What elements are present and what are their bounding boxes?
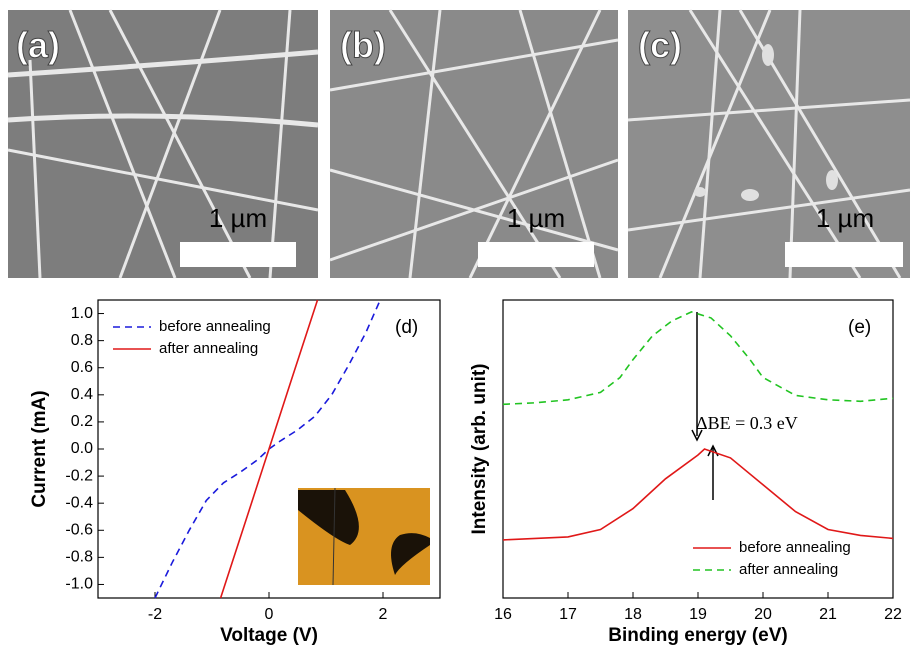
legend-label: after annealing	[159, 340, 258, 357]
x-tick-label: 21	[819, 606, 837, 623]
y-tick-label: 0.2	[71, 413, 93, 430]
annotation: ΔBE = 0.3 eV	[696, 413, 798, 433]
y-axis-title: Intensity (arb. unit)	[469, 364, 490, 535]
scale-label: 1 µm	[209, 203, 267, 233]
panel-label: (d)	[395, 317, 418, 338]
x-axis-title: Binding energy (eV)	[608, 625, 787, 646]
scale-label: 1 µm	[507, 203, 565, 233]
delta-arrows	[692, 312, 718, 500]
x-tick-label: 17	[559, 606, 577, 623]
sem-a: (a) 1 µm	[8, 10, 318, 278]
image-label: (c)	[638, 25, 682, 66]
figure: (a) 1 µm (b) 1 µm (c) 1 µm -2 0 2 -1.0 -0.8 -…	[0, 0, 914, 652]
legend-label: before annealing	[739, 539, 851, 556]
legend-label: before annealing	[159, 318, 271, 335]
legend-label: after annealing	[739, 561, 838, 578]
x-tick-label: 18	[624, 606, 642, 623]
series-line	[503, 449, 893, 540]
sem-b: (b) 1 µm	[330, 10, 618, 278]
series-line	[503, 312, 893, 404]
x-tick-label: 20	[754, 606, 772, 623]
y-tick-label: 1.0	[71, 305, 93, 322]
x-tick-label: 22	[884, 606, 902, 623]
y-tick-label: -0.4	[65, 494, 93, 511]
x-tick-label: -2	[148, 606, 162, 623]
x-tick-label: 0	[265, 606, 274, 623]
x-tick-label: 2	[379, 606, 388, 623]
image-label: (b)	[340, 25, 386, 66]
x-axis-title: Voltage (V)	[220, 625, 318, 646]
panel-label: (e)	[848, 317, 871, 338]
y-tick-label: -0.2	[65, 467, 93, 484]
inset-photo	[298, 488, 430, 585]
y-tick-label: -0.6	[65, 521, 93, 538]
x-tick-label: 19	[689, 606, 707, 623]
y-tick-label: 0.0	[71, 440, 93, 457]
y-tick-label: 0.4	[71, 386, 93, 403]
y-tick-label: 0.6	[71, 359, 93, 376]
sem-c: (c) 1 µm	[628, 10, 910, 278]
image-label: (a)	[16, 25, 60, 66]
y-axis-title: Current (mA)	[29, 390, 50, 507]
x-tick-label: 16	[494, 606, 512, 623]
y-tick-label: -0.8	[65, 549, 93, 566]
y-tick-label: 0.8	[71, 332, 93, 349]
scale-label: 1 µm	[816, 203, 874, 233]
y-tick-label: -1.0	[65, 576, 93, 593]
